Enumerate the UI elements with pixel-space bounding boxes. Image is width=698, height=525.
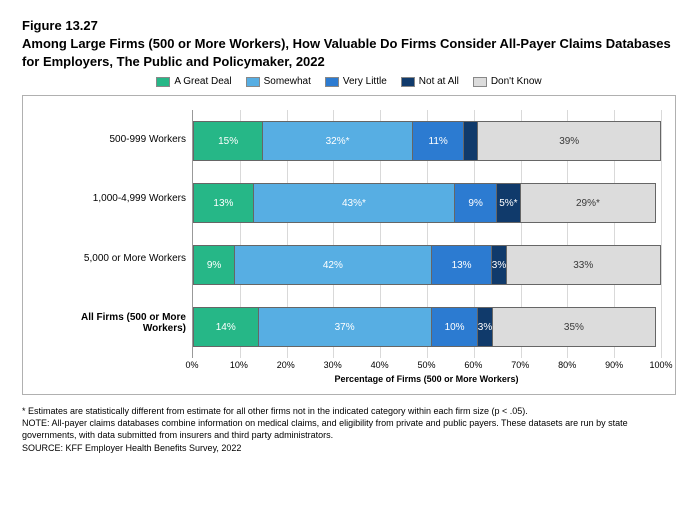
x-tick: 90% xyxy=(605,360,623,370)
legend-swatch xyxy=(473,77,487,87)
legend-item: Somewhat xyxy=(246,76,311,87)
footnote-source: SOURCE: KFF Employer Health Benefits Sur… xyxy=(22,442,676,454)
legend-item: Not at All xyxy=(401,76,459,87)
x-tick: 80% xyxy=(558,360,576,370)
bar-segment: 11% xyxy=(413,121,464,161)
bar-segment: 29%* xyxy=(521,183,657,223)
x-tick: 0% xyxy=(185,360,198,370)
bar-segment: 10% xyxy=(432,307,479,347)
bar-rows: 15%32%*11%39%13%43%*9%5%*29%*9%42%13%3%3… xyxy=(193,110,661,358)
bar-segment: 9% xyxy=(193,245,235,285)
x-tick: 70% xyxy=(511,360,529,370)
x-axis-label: Percentage of Firms (500 or More Workers… xyxy=(335,374,519,384)
x-tick: 30% xyxy=(324,360,342,370)
bar-segment: 42% xyxy=(235,245,432,285)
bar-row: 15%32%*11% 39% xyxy=(193,121,661,161)
legend-label: Very Little xyxy=(343,76,387,87)
legend-swatch xyxy=(401,77,415,87)
footnote-note: NOTE: All-payer claims databases combine… xyxy=(22,417,676,441)
legend: A Great Deal Somewhat Very Little Not at Al… xyxy=(22,76,676,87)
bar-segment: 13% xyxy=(193,183,254,223)
bar-segment: 14% xyxy=(193,307,259,347)
legend-swatch xyxy=(246,77,260,87)
bar-segment: 33% xyxy=(507,245,661,285)
bar-segment: 35% xyxy=(493,307,657,347)
legend-label: A Great Deal xyxy=(174,76,231,87)
footnotes: * Estimates are statistically different … xyxy=(22,405,676,454)
bar-row: 9%42%13%3%33% xyxy=(193,245,661,285)
bar-segment: 3% xyxy=(478,307,492,347)
x-tick: 60% xyxy=(464,360,482,370)
figure-label: Figure 13.27 xyxy=(22,18,676,33)
y-axis-label: 5,000 or More Workers xyxy=(37,253,186,264)
bar-row: 13%43%*9%5%*29%* xyxy=(193,183,661,223)
bar-segment: 43%* xyxy=(254,183,455,223)
bar-segment: 15% xyxy=(193,121,263,161)
bar-segment: 37% xyxy=(259,307,432,347)
legend-item: A Great Deal xyxy=(156,76,231,87)
y-axis-label: 1,000-4,999 Workers xyxy=(37,193,186,204)
bar-row: 14%37%10%3%35% xyxy=(193,307,661,347)
x-tick: 20% xyxy=(277,360,295,370)
x-axis-ticks: Percentage of Firms (500 or More Workers… xyxy=(192,360,661,388)
x-axis: Percentage of Firms (500 or More Workers… xyxy=(37,360,661,388)
bar-segment: 13% xyxy=(432,245,493,285)
y-axis-labels: 500-999 Workers 1,000-4,999 Workers 5,000 … xyxy=(37,110,192,358)
legend-item: Don't Know xyxy=(473,76,542,87)
bar-segment xyxy=(464,121,478,161)
bar-segment: 9% xyxy=(455,183,497,223)
y-axis-label: All Firms (500 or More Workers) xyxy=(37,312,186,334)
bar-segment: 3% xyxy=(492,245,506,285)
legend-label: Don't Know xyxy=(491,76,542,87)
legend-item: Very Little xyxy=(325,76,387,87)
chart-area: 500-999 Workers 1,000-4,999 Workers 5,000 … xyxy=(22,95,676,395)
bar-segment: 5%* xyxy=(497,183,520,223)
plot-area: 15%32%*11%39%13%43%*9%5%*29%*9%42%13%3%3… xyxy=(192,110,661,358)
bar-segment: 32%* xyxy=(263,121,413,161)
x-tick: 100% xyxy=(649,360,672,370)
x-tick: 40% xyxy=(371,360,389,370)
bar-segment: 39% xyxy=(478,121,661,161)
y-axis-label: 500-999 Workers xyxy=(37,134,186,145)
x-tick: 50% xyxy=(417,360,435,370)
legend-swatch xyxy=(325,77,339,87)
legend-label: Not at All xyxy=(419,76,459,87)
legend-label: Somewhat xyxy=(264,76,311,87)
chart-title: Among Large Firms (500 or More Workers),… xyxy=(22,35,676,70)
legend-swatch xyxy=(156,77,170,87)
x-tick: 10% xyxy=(230,360,248,370)
footnote-star: * Estimates are statistically different … xyxy=(22,405,676,417)
